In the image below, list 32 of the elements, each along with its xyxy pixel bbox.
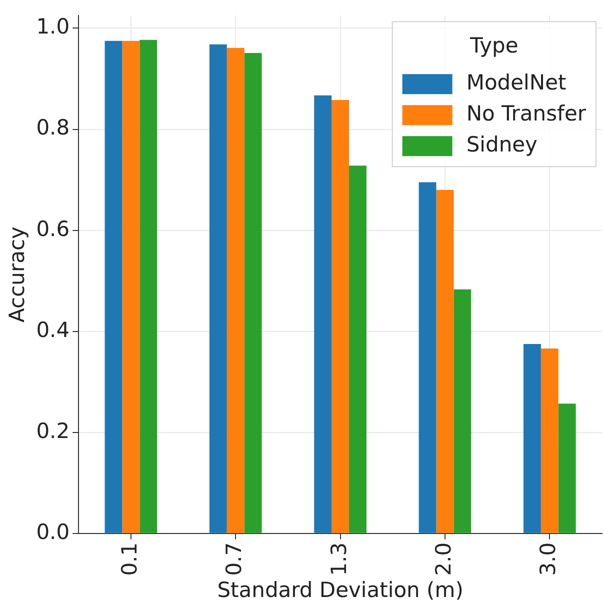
bar	[349, 166, 366, 533]
bar	[122, 40, 140, 533]
legend-title: Type	[469, 34, 518, 58]
bar	[314, 95, 332, 533]
bar	[436, 190, 454, 533]
bar	[209, 44, 227, 533]
x-tick-label: 0.1	[117, 542, 142, 576]
x-tick-label: 0.7	[222, 542, 246, 576]
bar	[332, 100, 350, 533]
bar	[140, 40, 158, 533]
x-tick-label: 1.3	[326, 542, 351, 576]
bar	[104, 40, 122, 533]
y-tick-label: 0.8	[36, 116, 70, 140]
legend-label: Sidney	[466, 132, 538, 157]
y-tick-label: 0.2	[36, 418, 70, 443]
bar	[226, 48, 244, 533]
bar	[540, 348, 558, 533]
legend-label: ModelNet	[466, 70, 566, 95]
y-axis-title: Accuracy	[5, 226, 30, 322]
bar	[418, 182, 436, 533]
y-tick-label: 1.0	[36, 14, 70, 39]
legend-label: No Transfer	[466, 102, 586, 126]
y-tick-label: 0.0	[36, 520, 70, 544]
bar	[454, 289, 472, 533]
y-tick-label: 0.6	[36, 216, 70, 241]
x-axis-title: Standard Deviation (m)	[217, 578, 464, 602]
bar	[558, 404, 576, 533]
x-tick-label: 3.0	[536, 542, 560, 576]
bar	[523, 344, 541, 533]
y-tick-label: 0.4	[36, 318, 70, 342]
bar	[244, 52, 262, 533]
x-tick-label: 2.0	[431, 542, 456, 576]
